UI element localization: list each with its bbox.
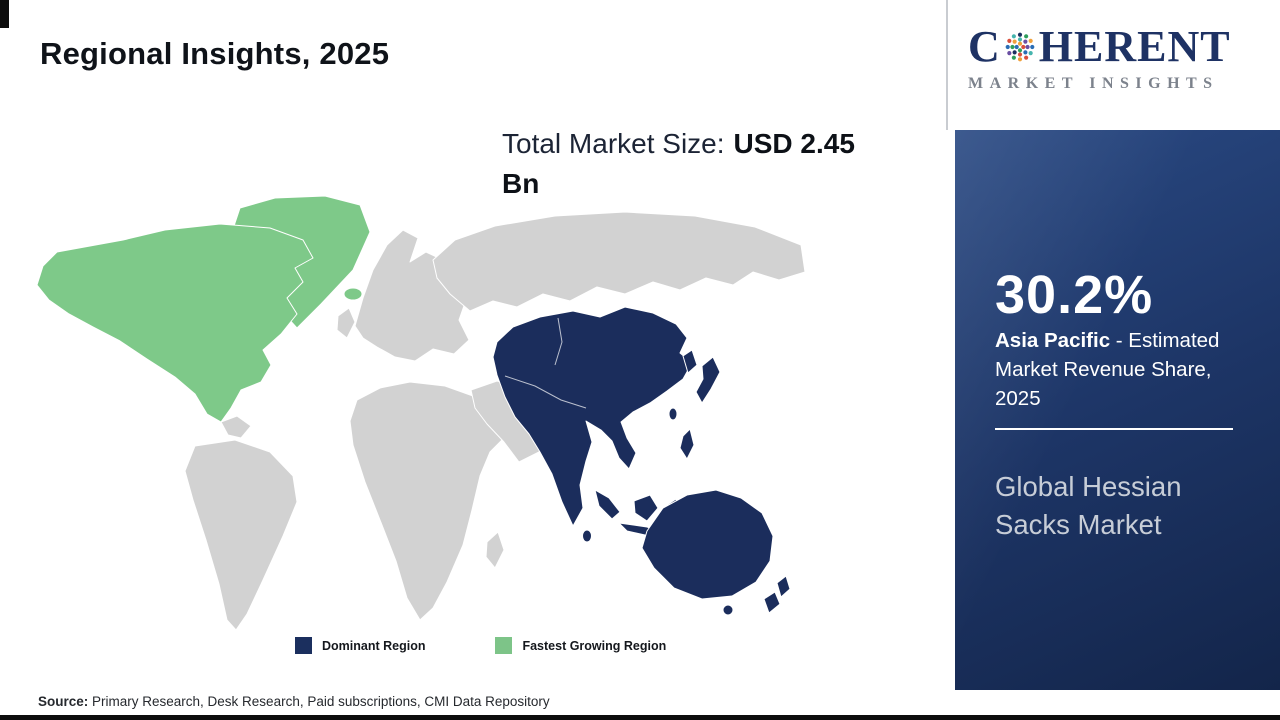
region-description: - Estimated Market Revenue Share, 2025: [995, 329, 1220, 410]
logo-letter-c: C: [968, 22, 1001, 71]
region-taiwan: [668, 407, 678, 421]
fastest-growing-region-label: Fastest Growing Region: [522, 638, 667, 653]
market-size-label: Total Market Size:: [502, 128, 725, 159]
region-japan: [695, 356, 721, 404]
region-tasmania: [722, 604, 734, 616]
total-market-size: Total Market Size: USD 2.45 Bn: [502, 124, 890, 204]
company-logo: C HERENT MARKET INSIG: [968, 22, 1268, 93]
market-size-value: USD 2.45 Bn: [502, 128, 855, 199]
fastest-growing-region-swatch: [495, 637, 513, 654]
logo-wordmark: C HERENT: [968, 22, 1268, 72]
region-asia-pacific-mainland: [492, 306, 693, 527]
region-russia: [432, 211, 806, 312]
region-borneo: [633, 494, 659, 522]
legend-item-fastest-growing: Fastest Growing Region: [495, 637, 666, 654]
map-region-group-fastest-growing: [36, 195, 371, 423]
region-sri-lanka: [582, 529, 592, 543]
page-title: Regional Insights, 2025: [40, 36, 390, 71]
map-region-group-other: [184, 211, 806, 631]
region-united-kingdom: [336, 307, 356, 339]
region-africa: [349, 381, 503, 621]
region-madagascar: [485, 531, 505, 569]
globe-o-icon: [1005, 32, 1035, 62]
region-name: Asia Pacific: [995, 329, 1111, 352]
world-map-svg: [36, 195, 806, 631]
region-north-america: [36, 223, 314, 423]
market-share-value: 30.2%: [995, 265, 1154, 325]
market-name: Global Hessian Sacks Market: [995, 471, 1182, 540]
corner-accent: [0, 0, 9, 28]
region-sumatra: [594, 489, 621, 520]
region-central-america: [220, 415, 252, 439]
panel-divider: [995, 428, 1233, 430]
dominant-region-label: Dominant Region: [322, 638, 426, 653]
region-new-zealand-south: [763, 591, 781, 614]
source-label: Source:: [38, 694, 89, 709]
side-panel: 30.2% Asia Pacific - Estimated Market Re…: [955, 130, 1280, 690]
legend-item-dominant: Dominant Region: [295, 637, 425, 654]
vertical-divider: [946, 0, 948, 130]
map-region-group-dominant: [492, 306, 791, 616]
region-south-america: [184, 439, 298, 631]
region-philippines: [679, 428, 695, 460]
bottom-border: [0, 715, 1280, 720]
region-korea: [682, 349, 698, 374]
logo-tagline: MARKET INSIGHTS: [968, 75, 1219, 92]
source-attribution: Source: Primary Research, Desk Research,…: [38, 694, 550, 709]
dominant-region-swatch: [295, 637, 312, 654]
logo-letters-herent: HERENT: [1038, 22, 1231, 71]
country-border-line: [554, 317, 563, 366]
world-map: [35, 190, 815, 635]
market-share-description: Asia Pacific - Estimated Market Revenue …: [995, 326, 1235, 413]
region-australia: [641, 489, 774, 600]
region-new-zealand-north: [776, 575, 791, 598]
map-legend: Dominant Region Fastest Growing Region: [295, 637, 666, 654]
region-iceland: [343, 287, 363, 301]
country-border-line: [504, 375, 587, 409]
source-text: Primary Research, Desk Research, Paid su…: [88, 694, 550, 709]
